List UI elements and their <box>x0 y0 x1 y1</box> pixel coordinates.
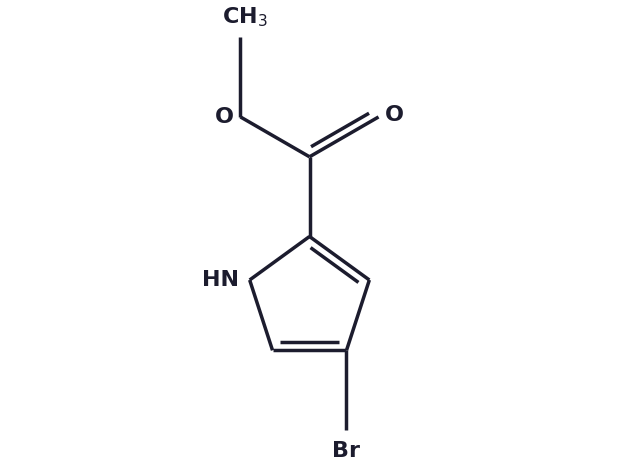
Text: Br: Br <box>333 440 360 461</box>
Text: O: O <box>385 105 404 125</box>
Text: O: O <box>215 107 234 127</box>
Text: HN: HN <box>202 270 239 290</box>
Text: CH$_3$: CH$_3$ <box>222 5 268 29</box>
